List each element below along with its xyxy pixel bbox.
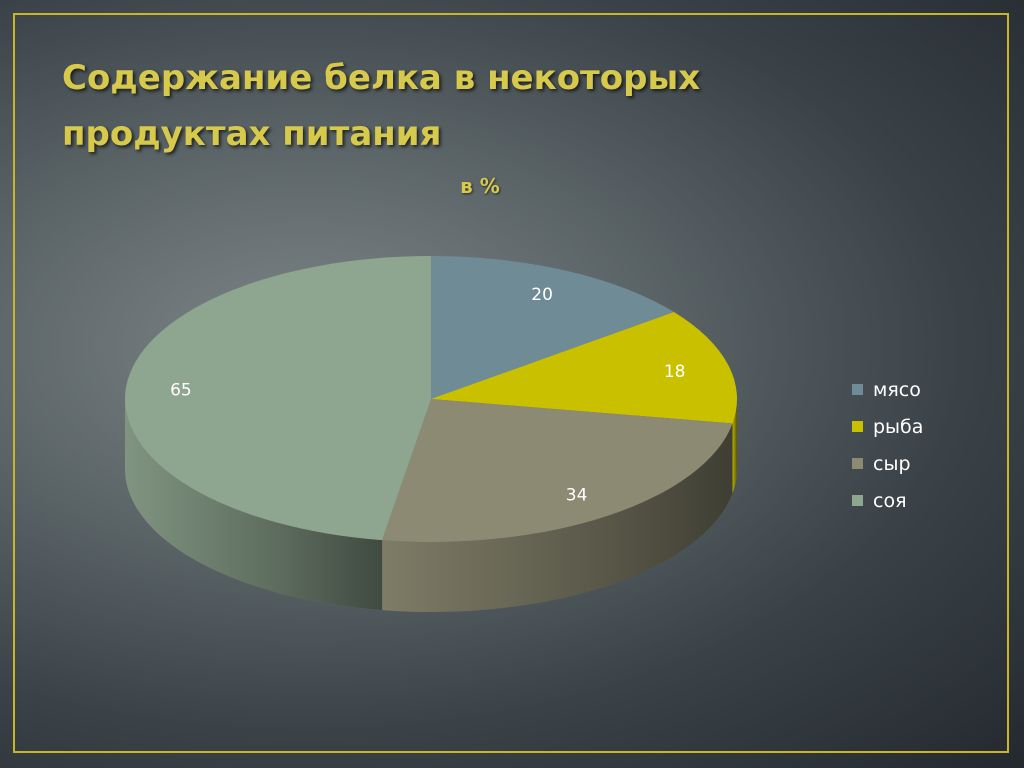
pie-side-shade-cheese	[382, 423, 733, 612]
data-label-soy: 65	[170, 381, 192, 401]
chart-title: в %	[460, 174, 500, 198]
legend-swatch-soy	[852, 495, 863, 506]
data-label-fish: 18	[664, 362, 686, 382]
legend-item-cheese: сыр	[852, 445, 962, 482]
chart-legend: мясо рыба сыр соя	[852, 371, 962, 519]
pie-slice-soy	[125, 256, 431, 541]
legend-swatch-fish	[852, 421, 863, 432]
legend-swatch-meat	[852, 384, 863, 395]
slide-frame	[13, 13, 1009, 753]
slide-title: Содержание белка в некоторых продуктах п…	[62, 58, 701, 154]
legend-item-meat: мясо	[852, 371, 962, 408]
data-label-meat: 20	[531, 285, 553, 305]
legend-item-soy: соя	[852, 482, 962, 519]
legend-item-fish: рыба	[852, 408, 962, 445]
pie-side-shade-fish	[732, 399, 737, 494]
pie-slice-fish	[431, 312, 737, 424]
legend-swatch-cheese	[852, 458, 863, 469]
legend-label-fish: рыба	[873, 415, 924, 438]
pie-slice-cheese	[382, 399, 733, 542]
pie-slice-meat	[431, 256, 674, 399]
legend-label-cheese: сыр	[873, 452, 911, 475]
pie-side-shade-soy	[125, 399, 383, 611]
legend-label-soy: соя	[873, 489, 907, 512]
legend-label-meat: мясо	[873, 378, 921, 401]
data-label-cheese: 34	[566, 485, 588, 505]
